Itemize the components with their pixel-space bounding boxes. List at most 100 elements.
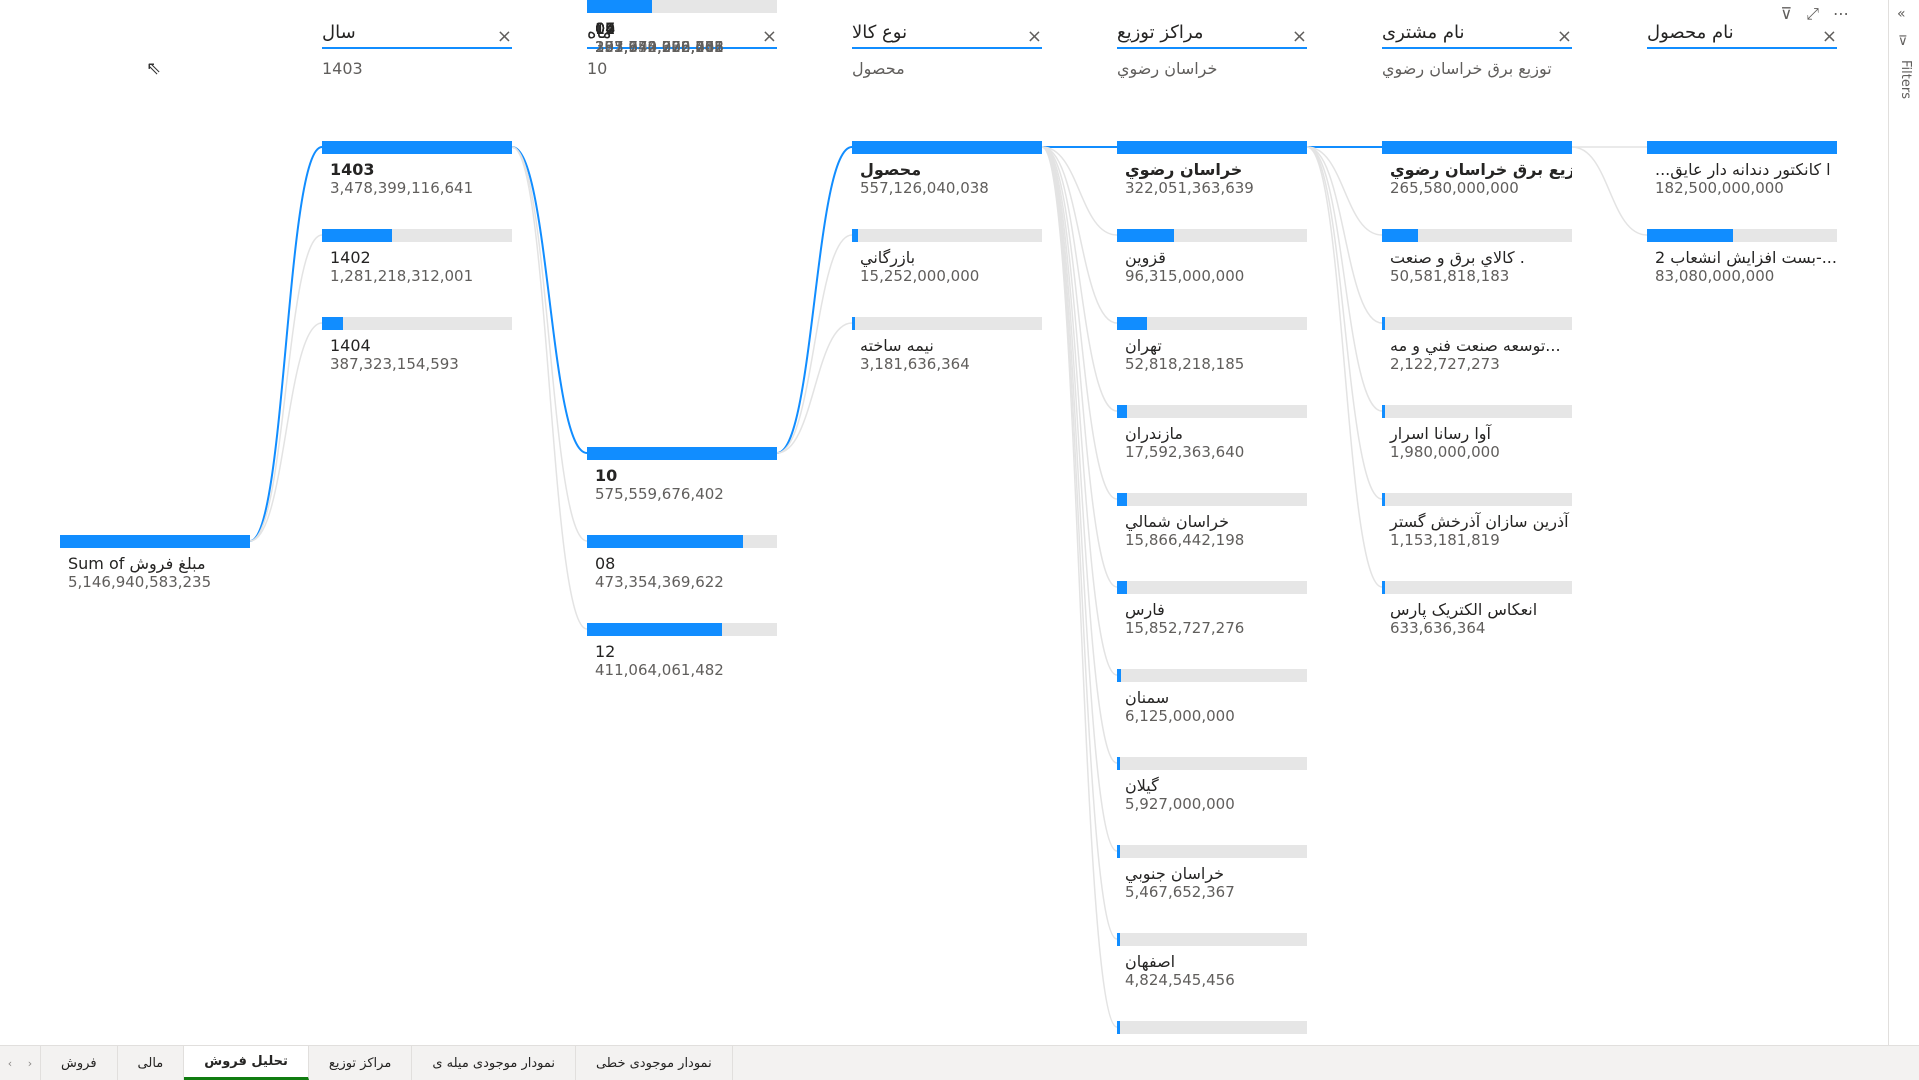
node-bar-fill — [1117, 493, 1127, 506]
tree-node[interactable]: توزيع برق خراسان رضوي 265,580,000,000 — [1382, 141, 1572, 198]
tree-node[interactable]: 12 411,064,061,482 — [587, 623, 777, 680]
close-icon[interactable]: × — [1821, 26, 1837, 47]
page-tab[interactable]: مالی — [118, 1046, 185, 1080]
close-icon[interactable]: × — [496, 26, 512, 47]
node-label: 09 — [595, 19, 616, 38]
tree-node[interactable]: بست افزايش انشعاب 2-... 83,080,000,000 — [1647, 229, 1837, 286]
page-tab-bar: ‹ › فروش مالی تحلیل فروش مراکز توزیع نمودار … — [0, 1045, 1919, 1080]
node-bar-fill — [1117, 317, 1148, 330]
tree-node[interactable]: خراسان جنوبي 5,467,652,367 — [1117, 845, 1307, 902]
node-label: ...ا كانكتور دندانه دار عايق — [1655, 160, 1831, 179]
link — [511, 146, 588, 542]
tree-node[interactable]: سمنان 6,125,000,000 — [1117, 669, 1307, 726]
close-icon[interactable]: × — [1026, 26, 1042, 47]
link — [776, 234, 853, 454]
node-bar-fill — [587, 623, 722, 636]
more-options-icon[interactable]: ⋯ — [1833, 4, 1849, 23]
level-title[interactable]: نام مشتری — [1382, 22, 1465, 43]
node-label: اصفهان — [1125, 952, 1176, 971]
tree-node[interactable]: خراسان رضوي 322,051,363,639 — [1117, 141, 1307, 198]
collapse-pane-icon[interactable]: « — [1897, 6, 1906, 22]
tree-node[interactable]: بازرگاني 15,252,000,000 — [852, 229, 1042, 286]
selected-link — [776, 146, 853, 454]
node-value: 1,153,181,819 — [1390, 531, 1500, 549]
tree-node[interactable]: توسعه صنعت فني و مه... 2,122,727,273 — [1382, 317, 1572, 374]
node-label: نيمه ساخته — [860, 336, 934, 355]
node-value: 15,252,000,000 — [860, 267, 980, 285]
level-underline — [587, 47, 777, 49]
node-value: 17,592,363,640 — [1125, 443, 1245, 461]
close-icon[interactable]: × — [1291, 26, 1307, 47]
link — [1306, 146, 1383, 500]
link — [1041, 146, 1118, 412]
node-value: 4,824,545,456 — [1125, 971, 1235, 989]
level-header: نوع کالا × محصول — [852, 22, 1042, 78]
tree-node[interactable]: آوا رسانا اسرار 1,980,000,000 — [1382, 405, 1572, 462]
node-label: 1403 — [330, 160, 375, 179]
close-icon[interactable]: × — [761, 26, 777, 47]
level-header: مراکز توزیع × خراسان رضوي — [1117, 22, 1307, 78]
node-bar-fill — [1117, 757, 1121, 770]
close-icon[interactable]: × — [1556, 26, 1572, 47]
filters-pane[interactable]: « ⊽ Filters — [1888, 0, 1919, 1045]
node-label: خراسان رضوي — [1125, 160, 1243, 179]
tab-next-icon[interactable]: › — [27, 1056, 33, 1070]
tree-node[interactable]: آذرين سازان آذرخش گستر 1,153,181,819 — [1382, 493, 1572, 550]
tree-node[interactable]: فارس 15,852,727,276 — [1117, 581, 1307, 638]
node-value: 275,653,286,746 — [595, 38, 724, 56]
tree-node[interactable]: كالاي برق و صنعت . 50,581,818,183 — [1382, 229, 1572, 286]
level-title[interactable]: ماه — [587, 22, 612, 43]
tree-node[interactable]: مازندران 17,592,363,640 — [1117, 405, 1307, 462]
node-label: فارس — [1125, 600, 1165, 619]
node-value: 15,866,442,198 — [1125, 531, 1245, 549]
tree-node[interactable]: گيلان 5,927,000,000 — [1117, 757, 1307, 814]
level-title[interactable]: مراکز توزیع — [1117, 22, 1204, 43]
tree-node[interactable]: 1402 1,281,218,312,001 — [322, 229, 512, 286]
node-value: 5,146,940,583,235 — [68, 573, 212, 591]
node-bar-track — [1117, 317, 1307, 330]
tree-node[interactable]: 1403 3,478,399,116,641 — [322, 141, 512, 198]
node-bar-fill — [1647, 141, 1837, 154]
tab-prev-icon[interactable]: ‹ — [7, 1056, 13, 1070]
link — [1306, 146, 1383, 412]
tree-node[interactable]: 10 575,559,676,402 — [587, 447, 777, 504]
level-title[interactable]: نام محصول — [1647, 22, 1734, 43]
tree-node[interactable]: تهران 52,818,218,185 — [1117, 317, 1307, 374]
tree-node[interactable]: 1404 387,323,154,593 — [322, 317, 512, 374]
node-value: 182,500,000,000 — [1655, 179, 1784, 197]
tree-node[interactable] — [1117, 1021, 1307, 1040]
tree-node[interactable]: قزوين 96,315,000,000 — [1117, 229, 1307, 286]
page-tab[interactable]: نمودار موجودی خطی — [576, 1046, 733, 1080]
node-bar-track — [1382, 405, 1572, 418]
tree-node[interactable]: محصول 557,126,040,038 — [852, 141, 1042, 198]
filter-icon[interactable]: ⊽ — [1780, 4, 1793, 23]
node-value: 473,354,369,622 — [595, 573, 724, 591]
page-tab[interactable]: فروش — [41, 1046, 118, 1080]
root-node[interactable]: Sum of مبلغ فروش 5,146,940,583,235 — [60, 535, 250, 592]
node-value: 1,980,000,000 — [1390, 443, 1500, 461]
level-underline — [322, 47, 512, 49]
node-bar-fill — [1382, 493, 1385, 506]
tree-node[interactable]: اصفهان 4,824,545,456 — [1117, 933, 1307, 990]
tree-node[interactable]: 04 — [587, 0, 777, 38]
page-tab[interactable]: تحلیل فروش — [184, 1046, 309, 1080]
tree-node[interactable]: انعكاس الكتريک پارس 633,636,364 — [1382, 581, 1572, 638]
tree-node[interactable]: ...ا كانكتور دندانه دار عايق 182,500,000,… — [1647, 141, 1837, 198]
level-title[interactable]: نوع کالا — [852, 22, 908, 43]
filters-label[interactable]: Filters — [1898, 60, 1913, 99]
tree-node[interactable]: خراسان شمالي 15,866,442,198 — [1117, 493, 1307, 550]
level-underline — [1117, 47, 1307, 49]
tree-node[interactable]: 08 473,354,369,622 — [587, 535, 777, 592]
level-title[interactable]: سال — [322, 22, 356, 43]
link — [776, 322, 853, 454]
node-value: 6,125,000,000 — [1125, 707, 1235, 725]
node-label: 10 — [595, 466, 618, 485]
tree-node[interactable]: نيمه ساخته 3,181,636,364 — [852, 317, 1042, 374]
node-bar-fill — [1382, 229, 1419, 242]
node-label: 06 — [595, 19, 616, 38]
page-tab[interactable]: مراکز توزیع — [309, 1046, 413, 1080]
selected-link — [511, 146, 588, 454]
focus-mode-icon[interactable]: ⤢ — [1806, 4, 1819, 23]
node-bar-fill — [587, 0, 652, 13]
page-tab[interactable]: نمودار موجودی میله ی — [412, 1046, 576, 1080]
